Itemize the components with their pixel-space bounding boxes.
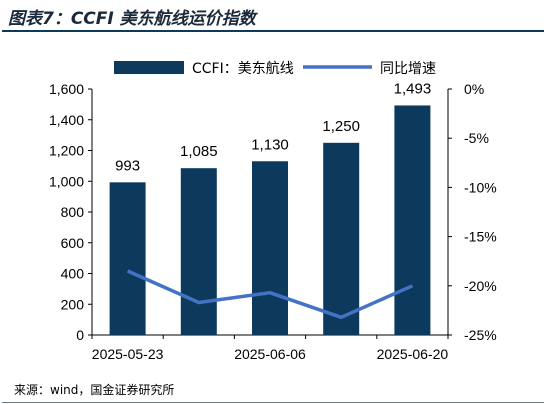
bar-data-label: 1,250 <box>322 118 360 135</box>
left-tick-label: 400 <box>61 266 85 282</box>
bar-data-label: 1,085 <box>180 143 218 160</box>
legend: CCFI：美东航线 同比增速 <box>114 61 436 77</box>
right-tick-label: 0% <box>464 81 484 97</box>
x-tick-label: 2025-05-23 <box>92 346 164 362</box>
bar <box>109 182 146 335</box>
bar <box>394 105 431 335</box>
left-tick-label: 1,600 <box>49 81 84 97</box>
left-tick-label: 800 <box>61 204 85 220</box>
legend-label-line: 同比增速 <box>380 61 436 77</box>
source-note: 来源：wind，国金证券研究所 <box>14 383 175 397</box>
bar-data-label: 993 <box>115 157 140 174</box>
x-tick-label: 2025-06-06 <box>234 346 306 362</box>
right-tick-label: -20% <box>464 278 497 294</box>
x-tick-label: 2025-06-20 <box>377 346 449 362</box>
left-tick-label: 0 <box>76 327 84 343</box>
bar <box>323 142 360 335</box>
yoy-growth-line <box>126 269 414 320</box>
bar <box>252 161 288 335</box>
right-tick-label: -10% <box>464 179 497 195</box>
left-tick-label: 1,400 <box>49 112 84 128</box>
bar-data-label: 1,130 <box>251 136 289 153</box>
left-tick-label: 1,200 <box>49 143 84 159</box>
axes: 0 200 400 600 800 1,000 1,200 1,400 1,600 0% -5% -1… <box>49 81 497 362</box>
left-tick-label: 600 <box>61 235 85 251</box>
bottom-divider <box>2 402 544 403</box>
right-tick-label: -25% <box>464 327 497 343</box>
chart-title: 图表7：CCFI 美东航线运价指数 <box>8 9 256 29</box>
legend-label-bar: CCFI：美东航线 <box>192 61 294 77</box>
right-tick-label: -5% <box>464 130 489 146</box>
left-tick-label: 1,000 <box>49 173 84 189</box>
line-series <box>126 269 414 320</box>
title-divider <box>2 30 544 32</box>
bar-series <box>109 105 431 335</box>
legend-swatch-bar <box>114 61 184 74</box>
data-labels: 993 1,085 1,130 1,250 1,493 <box>115 80 431 174</box>
right-tick-label: -15% <box>464 229 497 245</box>
left-tick-label: 200 <box>61 296 85 312</box>
bar <box>180 168 217 335</box>
bar-data-label: 1,493 <box>394 80 432 97</box>
combo-chart: CCFI：美东航线 同比增速 0 200 400 600 800 1,000 1,200 1,4… <box>49 61 497 362</box>
